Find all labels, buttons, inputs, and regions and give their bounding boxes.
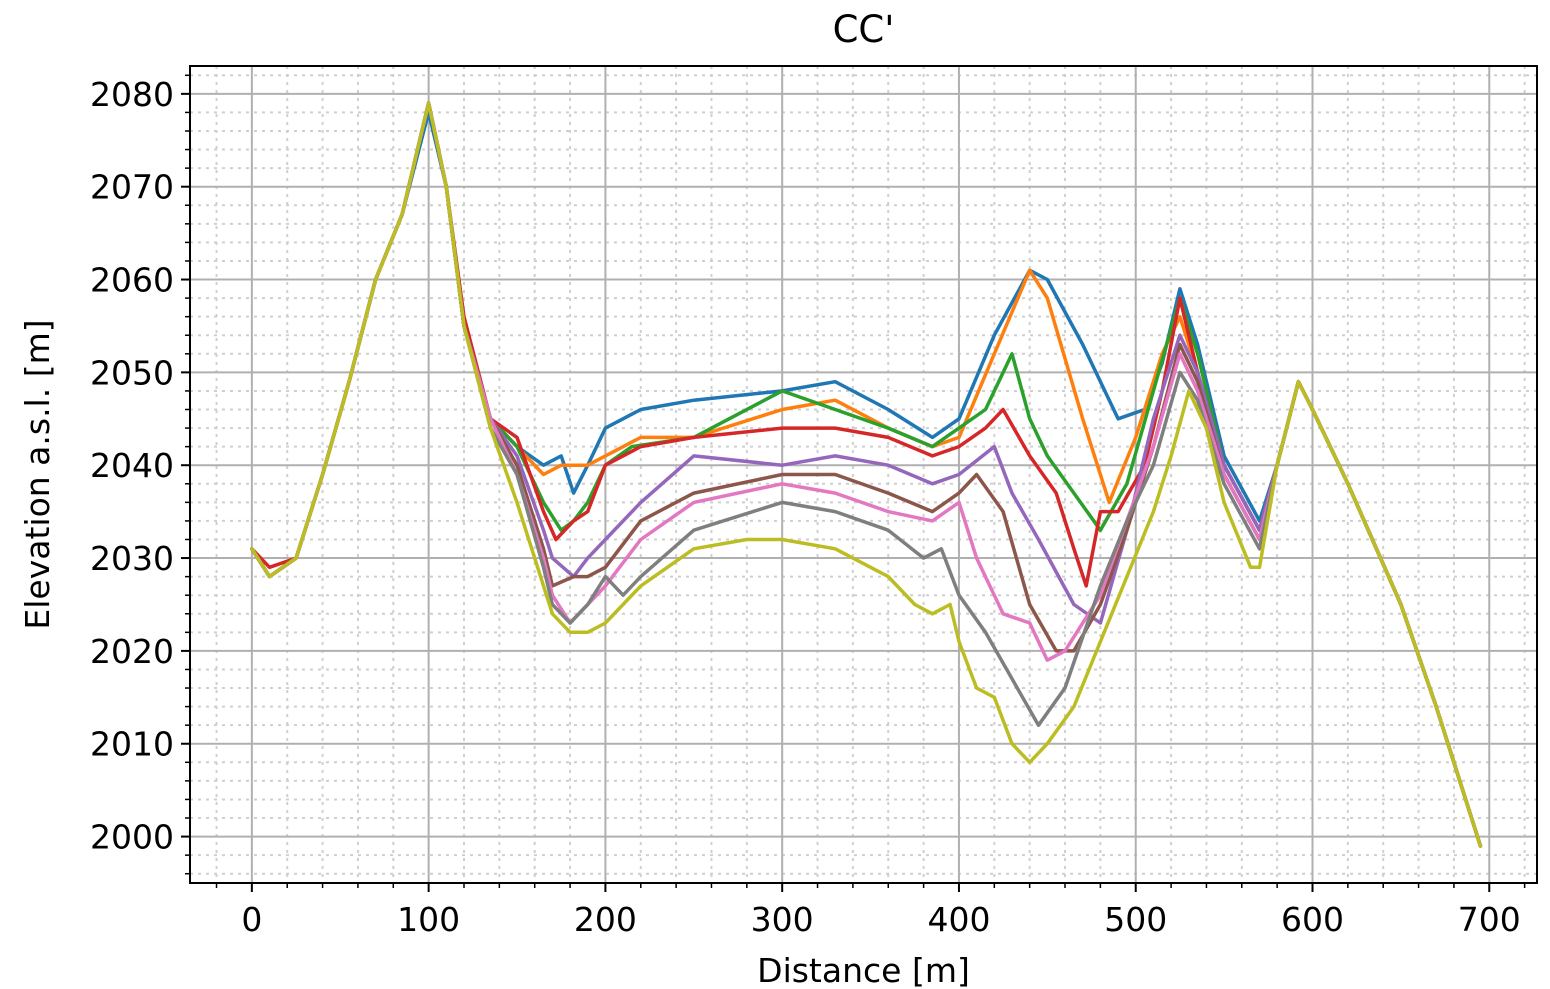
x-tick-label: 200 <box>574 900 637 939</box>
x-tick-label: 100 <box>397 900 460 939</box>
y-tick-label: 2060 <box>90 261 174 300</box>
series-line-1 <box>250 110 1483 848</box>
axis-ticks <box>181 74 1526 892</box>
x-tick-label: 500 <box>1104 900 1167 939</box>
series-line-6 <box>250 101 1483 848</box>
y-tick-label: 2030 <box>90 539 174 578</box>
series-line-8 <box>250 101 1483 848</box>
y-tick-label: 2010 <box>90 725 174 764</box>
x-tick-label: 700 <box>1458 900 1521 939</box>
x-axis-title: Distance [m] <box>757 951 970 989</box>
x-tick-label: 600 <box>1281 900 1344 939</box>
y-tick-labels: 2000 2010 2020 2030 2040 2050 2060 2070 2080 <box>90 75 174 857</box>
series-line-9 <box>250 101 1483 848</box>
minor-grid <box>190 66 1537 883</box>
series-line-7 <box>250 101 1483 848</box>
x-tick-labels: 0 100 200 300 400 500 600 700 <box>241 900 1520 939</box>
major-grid <box>190 66 1537 883</box>
y-tick-label: 2070 <box>90 168 174 207</box>
x-tick-label: 0 <box>241 900 262 939</box>
y-tick-label: 2020 <box>90 632 174 671</box>
y-tick-label: 2050 <box>90 353 174 392</box>
x-tick-label: 300 <box>751 900 814 939</box>
y-axis-title: Elevation a.s.l. [m] <box>18 319 57 629</box>
y-tick-label: 2000 <box>90 818 174 857</box>
chart-title: CC' <box>833 8 895 51</box>
x-tick-label: 400 <box>927 900 990 939</box>
y-tick-label: 2040 <box>90 446 174 485</box>
series-line-2 <box>250 101 1483 848</box>
series-lines <box>250 101 1483 848</box>
plot-frame <box>189 65 1538 884</box>
series-line-4 <box>250 101 1483 848</box>
y-tick-label: 2080 <box>90 75 174 114</box>
series-line-5 <box>250 101 1483 848</box>
series-line-3 <box>250 101 1483 848</box>
